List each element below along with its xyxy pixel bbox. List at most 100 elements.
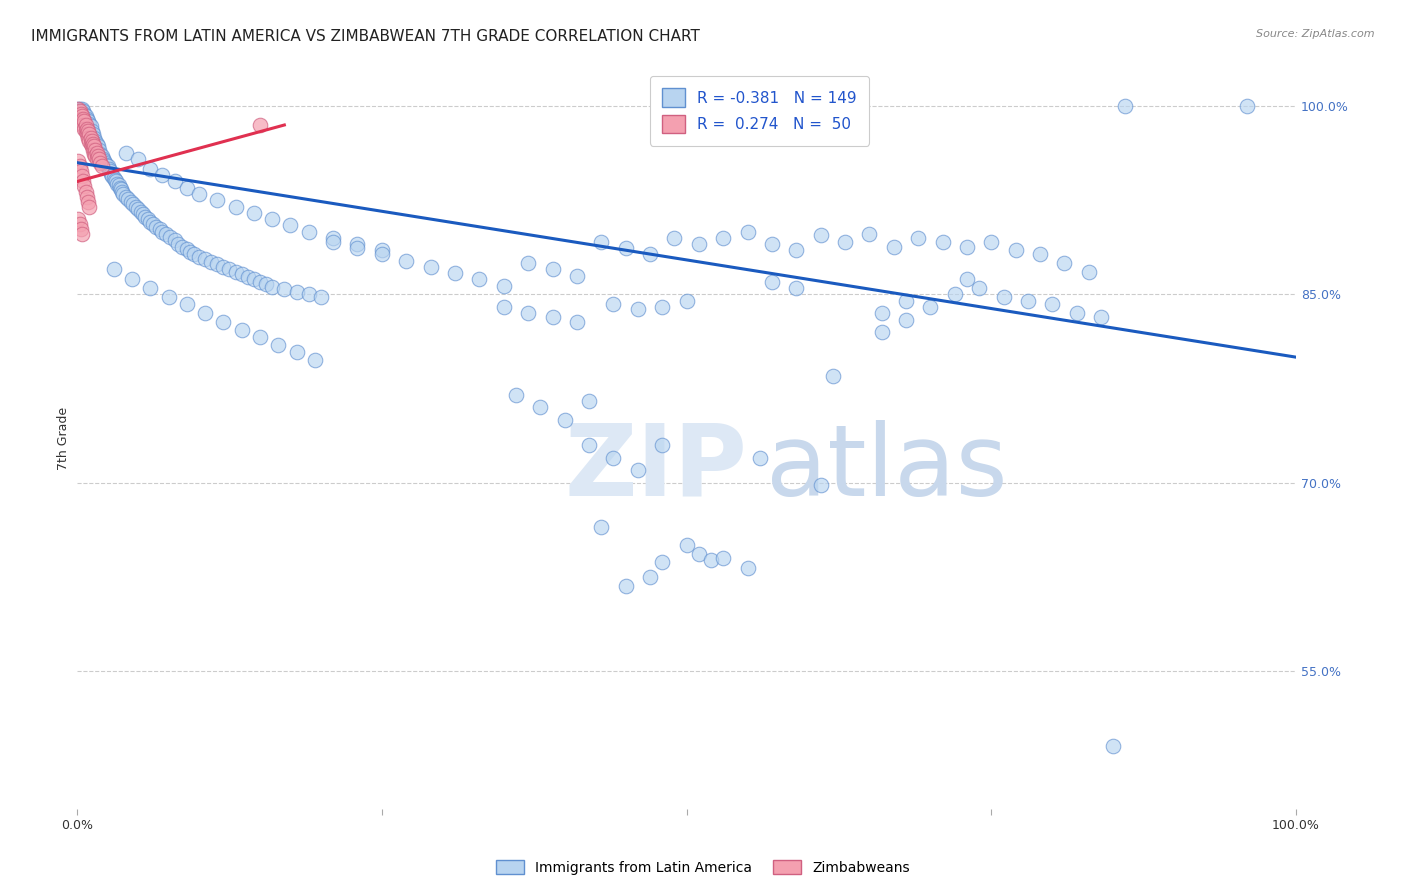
- Point: [578, 438, 600, 452]
- Point: [711, 551, 734, 566]
- Point: [176, 297, 198, 311]
- Point: [79, 124, 101, 138]
- Point: [688, 547, 710, 561]
- Point: [96, 158, 118, 172]
- Point: [304, 352, 326, 367]
- Point: [120, 194, 142, 209]
- Text: IMMIGRANTS FROM LATIN AMERICA VS ZIMBABWEAN 7TH GRADE CORRELATION CHART: IMMIGRANTS FROM LATIN AMERICA VS ZIMBABW…: [31, 29, 700, 44]
- Point: [894, 312, 917, 326]
- Point: [67, 154, 90, 169]
- Point: [86, 143, 108, 157]
- Point: [254, 277, 277, 292]
- Point: [67, 102, 90, 116]
- Point: [69, 217, 91, 231]
- Point: [492, 278, 515, 293]
- Point: [907, 231, 929, 245]
- Point: [79, 127, 101, 141]
- Point: [86, 152, 108, 166]
- Point: [77, 114, 100, 128]
- Point: [614, 578, 637, 592]
- Point: [72, 112, 94, 126]
- Point: [72, 112, 94, 126]
- Point: [212, 260, 235, 274]
- Point: [80, 134, 103, 148]
- Point: [614, 241, 637, 255]
- Point: [136, 212, 159, 227]
- Point: [82, 143, 104, 157]
- Point: [1236, 99, 1258, 113]
- Point: [103, 170, 125, 185]
- Point: [638, 247, 661, 261]
- Point: [821, 369, 844, 384]
- Point: [591, 235, 613, 249]
- Point: [75, 109, 97, 123]
- Point: [75, 117, 97, 131]
- Point: [249, 275, 271, 289]
- Point: [134, 210, 156, 224]
- Point: [858, 227, 880, 242]
- Point: [176, 180, 198, 194]
- Point: [565, 315, 588, 329]
- Point: [90, 160, 112, 174]
- Point: [97, 161, 120, 176]
- Point: [67, 212, 90, 227]
- Point: [309, 290, 332, 304]
- Point: [100, 167, 122, 181]
- Point: [517, 256, 540, 270]
- Point: [285, 285, 308, 299]
- Point: [920, 300, 942, 314]
- Point: [83, 139, 105, 153]
- Point: [77, 121, 100, 136]
- Point: [124, 200, 146, 214]
- Point: [149, 222, 172, 236]
- Point: [73, 121, 96, 136]
- Point: [627, 463, 650, 477]
- Point: [1114, 99, 1136, 113]
- Point: [69, 104, 91, 119]
- Point: [80, 139, 103, 153]
- Point: [79, 117, 101, 131]
- Point: [651, 438, 673, 452]
- Point: [87, 143, 110, 157]
- Point: [870, 306, 893, 320]
- Point: [761, 275, 783, 289]
- Point: [810, 228, 832, 243]
- Point: [72, 104, 94, 119]
- Point: [894, 293, 917, 308]
- Point: [651, 555, 673, 569]
- Point: [267, 337, 290, 351]
- Point: [110, 182, 132, 196]
- Point: [75, 185, 97, 199]
- Point: [834, 235, 856, 249]
- Point: [529, 401, 551, 415]
- Point: [127, 152, 149, 166]
- Point: [395, 253, 418, 268]
- Point: [82, 134, 104, 148]
- Point: [83, 130, 105, 145]
- Point: [83, 146, 105, 161]
- Point: [104, 173, 127, 187]
- Point: [967, 281, 990, 295]
- Point: [76, 127, 98, 141]
- Point: [139, 161, 162, 176]
- Point: [69, 160, 91, 174]
- Point: [194, 306, 217, 320]
- Point: [76, 189, 98, 203]
- Point: [322, 235, 344, 249]
- Point: [675, 538, 697, 552]
- Text: atlas: atlas: [766, 420, 1008, 516]
- Point: [785, 281, 807, 295]
- Text: ZIP: ZIP: [565, 420, 748, 516]
- Point: [159, 229, 181, 244]
- Point: [602, 450, 624, 465]
- Point: [602, 297, 624, 311]
- Point: [346, 237, 368, 252]
- Point: [262, 280, 284, 294]
- Point: [69, 112, 91, 126]
- Point: [79, 120, 101, 134]
- Point: [419, 260, 441, 274]
- Point: [70, 114, 93, 128]
- Point: [139, 214, 162, 228]
- Point: [69, 222, 91, 236]
- Point: [77, 194, 100, 209]
